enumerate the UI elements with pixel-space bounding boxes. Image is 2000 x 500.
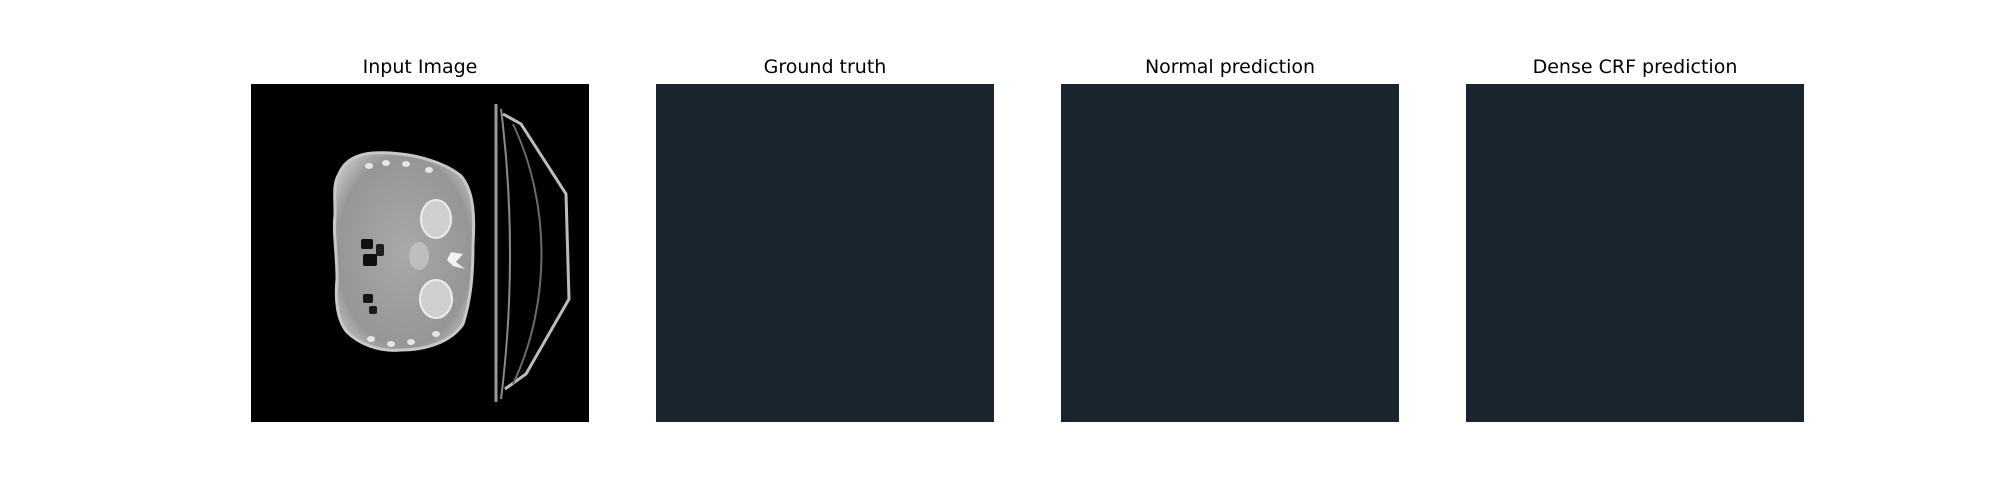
panel-title-input-image: Input Image	[362, 56, 478, 78]
panel-normal-prediction: Normal prediction	[1061, 50, 1399, 422]
spine-bright	[447, 252, 465, 269]
panel-title-dense-crf-prediction: Dense CRF prediction	[1532, 56, 1738, 78]
table-arc-2	[512, 123, 543, 385]
ct-scan-graphic	[251, 84, 589, 422]
table-arc-1	[500, 108, 511, 400]
ground-truth-mask	[656, 84, 994, 422]
gas-pocket-2	[363, 254, 377, 266]
gas-pocket-1	[361, 239, 373, 249]
rib-dots	[365, 160, 440, 347]
kidney-upper	[420, 199, 452, 239]
normal-prediction-mask	[1061, 84, 1399, 422]
gas-pocket-5	[369, 306, 377, 314]
dense-crf-prediction-mask	[1466, 84, 1804, 422]
panel-input-image: Input Image	[251, 50, 589, 422]
panel-title-normal-prediction: Normal prediction	[1144, 56, 1316, 78]
table-outer-edge	[502, 112, 571, 391]
gas-pocket-4	[363, 294, 373, 303]
organ-center	[409, 242, 429, 270]
body-outline	[332, 151, 476, 352]
panel-ground-truth: Ground truth	[656, 50, 994, 422]
kidney-lower	[419, 279, 453, 319]
gas-pocket-3	[376, 244, 384, 256]
ct-scan-image	[251, 84, 589, 422]
panel-title-ground-truth: Ground truth	[763, 56, 887, 78]
panel-dense-crf-prediction: Dense CRF prediction	[1466, 50, 1804, 422]
